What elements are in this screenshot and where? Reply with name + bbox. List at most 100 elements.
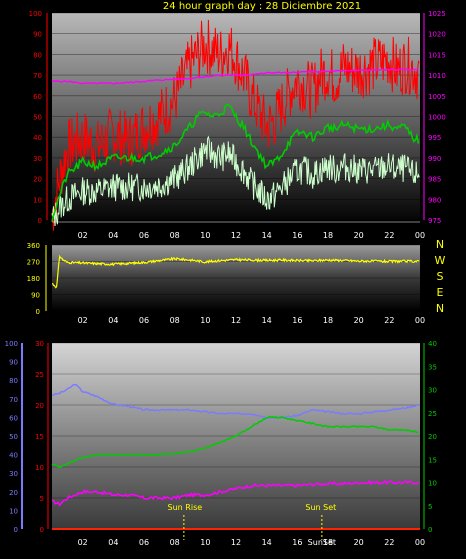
time-axis-temperature: 02 04 06 08 10 12 14 16 18 20 22 00 SunSet (78, 538, 426, 547)
temperature-tick-label: 15 (35, 433, 44, 441)
humidity-tick-label: 70 (9, 396, 18, 404)
x-tick-label: 10 (200, 231, 210, 240)
x-tick-label: 22 (384, 316, 394, 325)
rain-tick-label: 20 (428, 433, 437, 441)
compass-label: W (435, 254, 446, 267)
time-axis-wind: 02 04 06 08 10 12 14 16 18 20 22 00 (52, 221, 425, 240)
x-tick-label: 04 (108, 316, 118, 325)
left-tick-label: 40 (33, 134, 42, 142)
x-tick-label: 20 (354, 538, 364, 547)
rain-tick-label: 0 (428, 526, 432, 534)
left-tick-label: 80 (33, 51, 42, 59)
left-tick-label: 60 (33, 93, 42, 101)
right-tick-label: 990 (428, 155, 441, 163)
humidity-tick-label: 50 (9, 433, 18, 441)
x-tick-label: 06 (139, 538, 149, 547)
x-tick-label: 08 (170, 538, 180, 547)
temperature-tick-label: 20 (35, 402, 44, 410)
humidity-tick-label: 30 (9, 470, 18, 478)
x-tick-label: 02 (78, 231, 88, 240)
x-tick-label: 10 (200, 316, 210, 325)
humidity-tick-label: 0 (14, 526, 18, 534)
compass-label: S (437, 270, 444, 283)
x-tick-label: 02 (78, 316, 88, 325)
x-tick-label: 16 (292, 538, 302, 547)
x-tick-label: 18 (323, 316, 333, 325)
humidity-tick-label: 90 (9, 359, 18, 367)
temperature-tick-label: 0 (40, 526, 44, 534)
rain-tick-label: 5 (428, 503, 432, 511)
pressure-line (51, 68, 419, 85)
rain-axis: 40 35 30 25 20 15 10 5 0 (423, 340, 437, 534)
pressure-axis: 1025 1020 1015 1010 1005 1000 995 990 985 980 975 (423, 10, 446, 225)
x-tick-label: 10 (200, 538, 210, 547)
right-tick-label: 1025 (428, 10, 446, 18)
chart-title: 24 hour graph day : 28 Diciembre 2021 (163, 1, 361, 12)
wind-average-line (51, 103, 420, 222)
wind-direction-line (51, 254, 420, 289)
compass-label: E (437, 286, 444, 299)
rain-tick-label: 30 (428, 387, 437, 395)
x-tick-label: 08 (170, 316, 180, 325)
sunrise-label: Sun Rise (168, 503, 203, 512)
direction-tick-label: 180 (27, 275, 40, 283)
time-axis-direction: 02 04 06 08 10 12 14 16 18 20 22 00 (78, 316, 426, 325)
x-tick-label: 00 (415, 231, 425, 240)
humidity-line (51, 383, 419, 419)
direction-tick-label: 90 (31, 292, 40, 300)
right-tick-label: 975 (428, 217, 441, 225)
sunset-label: Sun Set (305, 503, 336, 512)
left-tick-label: 70 (33, 72, 42, 80)
x-tick-label: 00 (415, 538, 425, 547)
left-tick-label: 100 (29, 10, 42, 18)
left-tick-label: 30 (33, 155, 42, 163)
x-tick-label: 20 (354, 231, 364, 240)
x-tick-label: 12 (231, 231, 241, 240)
x-tick-label: 06 (139, 231, 149, 240)
x-tick-label: 20 (354, 316, 364, 325)
x-tick-label: 18 (323, 231, 333, 240)
x-tick-label: 04 (108, 538, 118, 547)
humidity-tick-label: 20 (9, 489, 18, 497)
left-tick-label: 0 (38, 217, 42, 225)
right-tick-label: 985 (428, 176, 441, 184)
right-tick-label: 995 (428, 134, 441, 142)
x-tick-label: 14 (262, 231, 272, 240)
rain-tick-label: 25 (428, 410, 437, 418)
temperature-line (51, 415, 419, 468)
temperature-tick-label: 10 (35, 464, 44, 472)
x-tick-label: 22 (384, 538, 394, 547)
x-tick-label: 14 (262, 538, 272, 547)
humidity-tick-label: 80 (9, 377, 18, 385)
x-tick-label: 06 (139, 316, 149, 325)
temperature-axis: 30 25 20 15 10 5 0 (35, 340, 49, 534)
right-tick-label: 1020 (428, 31, 446, 39)
humidity-tick-label: 100 (5, 340, 18, 348)
sunset-axis-label: SunSet (308, 538, 336, 547)
x-tick-label: 16 (292, 316, 302, 325)
rain-tick-label: 10 (428, 480, 437, 488)
x-tick-label: 00 (415, 316, 425, 325)
rain-tick-label: 15 (428, 456, 437, 464)
x-tick-label: 22 (384, 231, 394, 240)
dewpoint-line (51, 479, 420, 507)
humidity-tick-label: 40 (9, 452, 18, 460)
compass-label: N (436, 302, 444, 315)
direction-axis: 360 270 180 90 0 (27, 242, 47, 316)
x-tick-label: 12 (231, 316, 241, 325)
right-tick-label: 1010 (428, 72, 446, 80)
x-tick-label: 14 (262, 316, 272, 325)
direction-tick-label: 0 (36, 308, 40, 316)
humidity-tick-label: 10 (9, 507, 18, 515)
temperature-tick-label: 30 (35, 340, 44, 348)
left-tick-label: 20 (33, 176, 42, 184)
wind-gust-line (51, 19, 420, 231)
left-tick-label: 10 (33, 196, 42, 204)
